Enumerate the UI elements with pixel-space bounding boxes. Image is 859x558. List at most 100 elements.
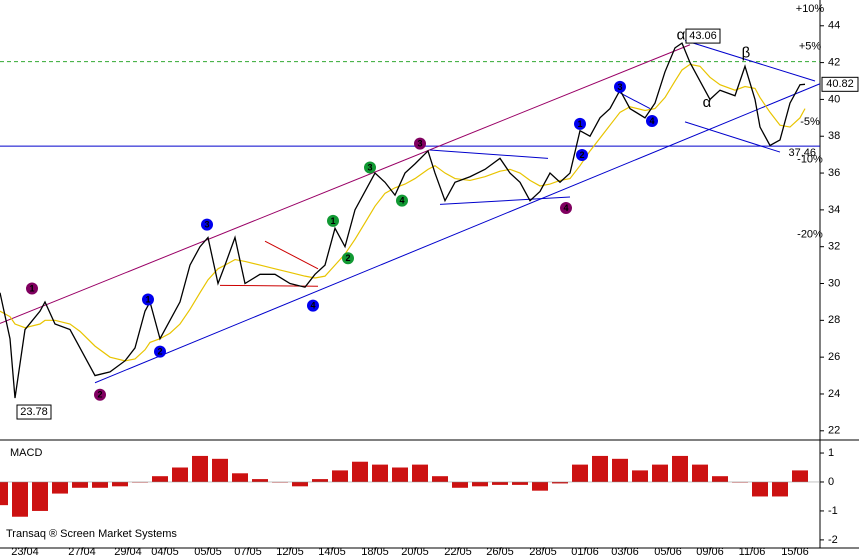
percent-level: +10% (796, 3, 825, 15)
macd-bar (352, 461, 368, 482)
macd-bar (652, 464, 668, 482)
x-tick-label: 29/04 (114, 546, 142, 558)
macd-bar (752, 481, 768, 497)
wave-label: 2 (97, 390, 102, 400)
wave-marker (142, 293, 154, 306)
wave-label: 4 (563, 203, 568, 213)
wave-label: β (742, 45, 751, 62)
x-tick-label: 03/06 (611, 546, 639, 558)
y-tick-label: 38 (828, 130, 840, 142)
wave-marker (94, 388, 106, 401)
percent-level: -20% (797, 228, 823, 240)
wave-marker (201, 218, 213, 231)
x-tick-label: 23/04 (11, 546, 39, 558)
x-tick-label: 26/05 (486, 546, 514, 558)
x-tick-label: 14/05 (318, 546, 346, 558)
wave-label: 3 (617, 82, 622, 92)
macd-bar (192, 455, 208, 482)
wave-label: 1 (330, 216, 335, 226)
y-tick-label: 32 (828, 241, 840, 253)
wave-label: 2 (345, 253, 350, 263)
macd-bar (772, 481, 788, 497)
wave-label: 4 (649, 116, 654, 126)
macd-bar (292, 481, 308, 487)
x-tick-label: 05/06 (654, 546, 682, 558)
macd-bar (492, 481, 508, 485)
macd-bar (212, 458, 228, 482)
macd-bar (372, 464, 388, 482)
wave-label: 3 (204, 219, 209, 229)
wave-label: 3 (367, 162, 372, 172)
trend-line (684, 121, 781, 153)
trend-line (429, 149, 549, 159)
y-tick-label: 30 (828, 277, 840, 289)
y-tick-label: 26 (828, 351, 840, 363)
price-line (0, 42, 806, 399)
y-tick-label: 28 (828, 314, 840, 326)
wave-label: 1 (145, 294, 150, 304)
x-tick-label: 12/05 (276, 546, 304, 558)
macd-bar (72, 481, 88, 488)
x-tick-label: 20/05 (401, 546, 429, 558)
x-tick-label: 22/05 (444, 546, 472, 558)
wave-marker (646, 114, 658, 127)
wave-label: 2 (579, 150, 584, 160)
wave-label: 2 (157, 347, 162, 357)
y-tick-label: 0 (828, 476, 834, 488)
x-tick-label: 09/06 (696, 546, 724, 558)
wave-marker (414, 137, 426, 150)
wave-marker (560, 202, 572, 215)
wave-marker (307, 299, 319, 312)
macd-bar (632, 470, 648, 482)
trend-line (264, 240, 319, 270)
trend-line (614, 89, 651, 110)
macd-bar (332, 470, 348, 482)
macd-bar (252, 479, 268, 482)
y-tick-label: 24 (828, 388, 840, 400)
reference-label: 37.46 (788, 147, 816, 159)
last-price-label: 40.82 (826, 78, 854, 90)
macd-bar (712, 476, 728, 482)
percent-level: +5% (799, 41, 822, 53)
macd-bar (12, 481, 28, 517)
y-tick-label: 22 (828, 425, 840, 437)
wave-marker (576, 149, 588, 162)
macd-bar (232, 473, 248, 482)
macd-bar (172, 467, 188, 482)
trend-line (0, 44, 691, 324)
macd-bar (612, 458, 628, 482)
trend-line (439, 196, 571, 205)
wave-marker (342, 252, 354, 265)
trend-line (94, 83, 821, 384)
wave-marker (364, 161, 376, 174)
wave-marker (614, 80, 626, 93)
wave-marker (154, 345, 166, 358)
macd-bar (692, 464, 708, 482)
macd-bar (552, 481, 568, 484)
wave-label: 1 (577, 119, 582, 129)
x-tick-label: 04/05 (151, 546, 179, 558)
percent-level: -10% (797, 153, 823, 165)
wave-marker (574, 117, 586, 130)
x-tick-label: 27/04 (68, 546, 96, 558)
callout-box (685, 28, 721, 44)
macd-bar (312, 479, 328, 482)
wave-label: α (677, 27, 686, 44)
last-price-box (821, 76, 859, 92)
callout-label: 43.06 (689, 30, 717, 42)
wave-label: 4 (399, 196, 404, 206)
macd-bar (112, 481, 128, 487)
wave-marker (327, 214, 339, 227)
wave-label: 3 (417, 138, 422, 148)
y-tick-label: 44 (828, 20, 840, 32)
macd-bar (592, 455, 608, 482)
wave-marker (396, 194, 408, 207)
x-tick-label: 01/06 (571, 546, 599, 558)
macd-bar (572, 464, 588, 482)
macd-bar (672, 455, 688, 482)
y-tick-label: 40 (828, 93, 840, 105)
y-tick-label: 36 (828, 167, 840, 179)
source: Transaq ® Screen Market Systems (6, 528, 177, 540)
